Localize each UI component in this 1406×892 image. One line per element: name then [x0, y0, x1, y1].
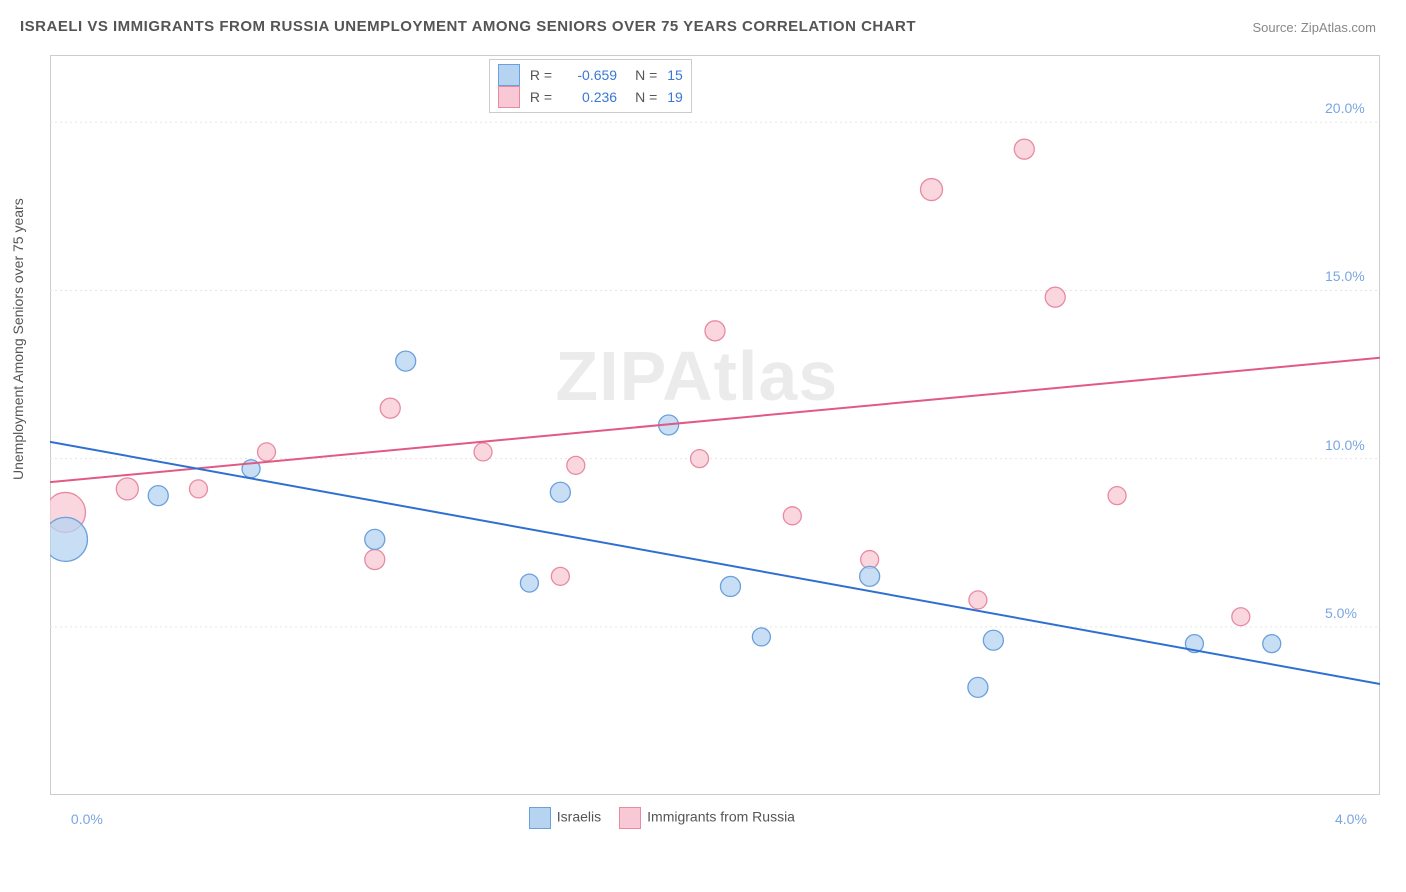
n-label: N = [635, 89, 657, 105]
source-site: ZipAtlas.com [1301, 20, 1376, 35]
n-label: N = [635, 67, 657, 83]
legend-swatch [619, 807, 641, 829]
y-tick-label: 20.0% [1325, 100, 1365, 116]
r-label: R = [530, 67, 552, 83]
y-tick-label: 15.0% [1325, 268, 1365, 284]
source-label: Source: [1252, 20, 1300, 35]
r-label: R = [530, 89, 552, 105]
legend-correlation-row: R = -0.659 N = 15 [498, 64, 683, 86]
legend-swatch [529, 807, 551, 829]
n-value: 19 [667, 89, 683, 105]
legend-swatch [498, 64, 520, 86]
legend-swatch [498, 86, 520, 108]
legend-label: Israelis [557, 809, 601, 825]
x-tick-label: 0.0% [71, 811, 103, 827]
y-tick-label: 5.0% [1325, 605, 1357, 621]
source-attribution: Source: ZipAtlas.com [1252, 20, 1376, 35]
legend-item: Israelis [529, 807, 601, 829]
chart-area: ZIPAtlas R = -0.659 N = 15 R = 0.236 N =… [50, 55, 1380, 795]
series-legend: Israelis Immigrants from Russia [529, 807, 795, 829]
scatter-chart-svg [50, 55, 1380, 795]
y-tick-label: 10.0% [1325, 437, 1365, 453]
legend-item: Immigrants from Russia [619, 807, 795, 829]
r-value: 0.236 [562, 89, 617, 105]
y-axis-label: Unemployment Among Seniors over 75 years [10, 198, 26, 480]
correlation-legend: R = -0.659 N = 15 R = 0.236 N = 19 [489, 59, 692, 113]
x-tick-label: 4.0% [1335, 811, 1367, 827]
chart-title: ISRAELI VS IMMIGRANTS FROM RUSSIA UNEMPL… [20, 18, 916, 35]
r-value: -0.659 [562, 67, 617, 83]
legend-label: Immigrants from Russia [647, 809, 795, 825]
n-value: 15 [667, 67, 683, 83]
legend-correlation-row: R = 0.236 N = 19 [498, 86, 683, 108]
